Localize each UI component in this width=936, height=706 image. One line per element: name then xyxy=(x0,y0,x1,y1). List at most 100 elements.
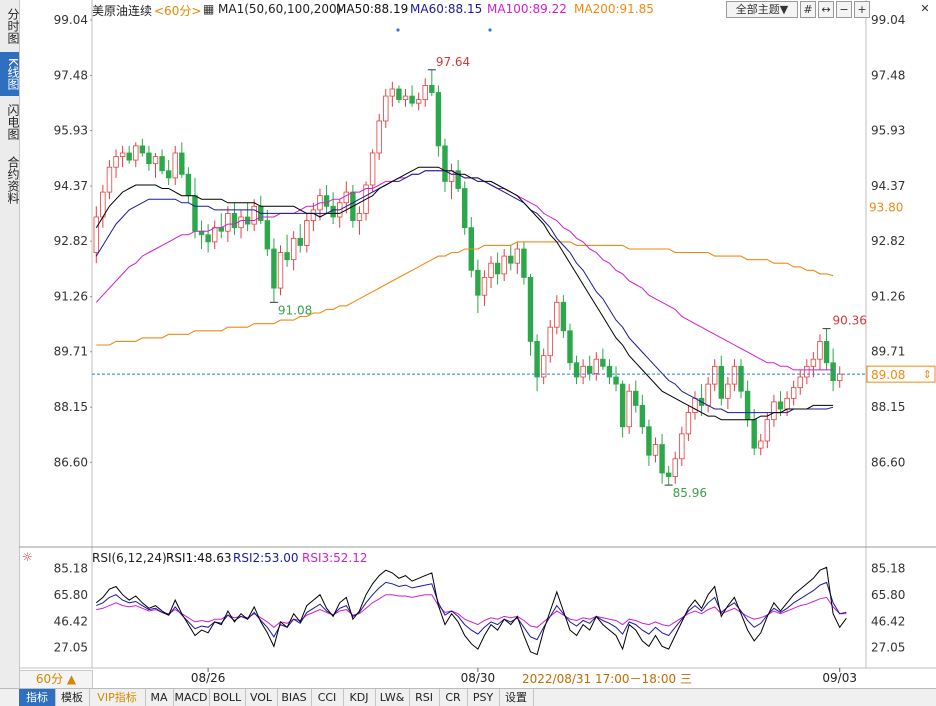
candle xyxy=(185,167,192,203)
candle xyxy=(718,355,724,406)
candle-body xyxy=(323,195,330,207)
indicator-tab[interactable]: CR xyxy=(439,689,468,706)
candle-body xyxy=(238,216,244,229)
candle xyxy=(212,220,218,249)
indicator-tab[interactable]: RSI xyxy=(409,689,440,706)
candle xyxy=(330,192,336,225)
candle xyxy=(606,359,613,385)
candle xyxy=(152,152,159,178)
tab-contract-info[interactable]: 合约资料 xyxy=(6,156,20,204)
candle xyxy=(126,145,132,164)
time-tick-label: 08/30 xyxy=(461,671,496,685)
candle xyxy=(455,160,461,193)
candle xyxy=(192,177,198,239)
candle xyxy=(119,145,126,168)
candle-body xyxy=(573,362,580,378)
candle xyxy=(494,252,501,285)
indicator-tab[interactable]: LW& xyxy=(375,689,410,706)
ma200-line xyxy=(96,241,834,346)
price-tick-left: 89.71 xyxy=(54,345,88,359)
price-tick-right: 86.60 xyxy=(871,455,905,469)
period-button[interactable]: 60分 ▲ xyxy=(19,670,93,689)
candle xyxy=(297,224,303,253)
candle-body xyxy=(304,220,310,246)
candle xyxy=(376,113,382,161)
indicator-tab[interactable]: 设置 xyxy=(499,689,534,706)
candle-body xyxy=(146,152,152,165)
expand-icon[interactable]: ↔ xyxy=(818,1,834,18)
candle xyxy=(804,359,810,385)
candle xyxy=(402,88,409,107)
candle xyxy=(560,295,567,338)
indicator-tab[interactable]: MA xyxy=(145,689,174,706)
candle xyxy=(567,323,573,370)
rsi2-value: RSI2:53.00 xyxy=(233,551,299,565)
candle xyxy=(665,465,672,486)
candle xyxy=(165,160,172,185)
grid-icon[interactable]: # xyxy=(800,1,816,18)
candle-body xyxy=(633,390,639,406)
tab-timeshare[interactable]: 分时图 xyxy=(6,8,20,44)
tab-kline[interactable]: K线图 xyxy=(0,52,20,96)
price-tick-right: 89.71 xyxy=(871,345,905,359)
candle xyxy=(672,451,678,484)
time-tick-label: 08/26 xyxy=(191,671,226,685)
candle xyxy=(100,184,106,228)
ma-params: MA1(50,60,100,200) xyxy=(218,2,342,16)
candle-body xyxy=(330,205,336,218)
candle xyxy=(218,213,224,239)
tab-lightning[interactable]: 闪电图 xyxy=(6,104,20,140)
ma60-value: MA60:88.15 xyxy=(410,2,483,16)
ma-icon: ▦ xyxy=(203,2,215,16)
candle-body xyxy=(705,383,711,406)
price-tick-left: 88.15 xyxy=(54,400,88,414)
indicator-tab[interactable]: BIAS xyxy=(277,689,312,706)
theme-dropdown[interactable]: 全部主题▼ xyxy=(726,1,798,18)
indicator-tab[interactable]: BOLL xyxy=(209,689,246,706)
candle xyxy=(514,241,521,274)
indicator-tab[interactable]: VIP指标 xyxy=(89,689,146,706)
candle xyxy=(488,256,494,289)
candle-body xyxy=(297,237,303,246)
crosshair-date: 2022/08/31 17:00－18:00 三 xyxy=(522,672,692,686)
indicator-tab[interactable]: PSY xyxy=(467,689,500,706)
ma100-value: MA100:89.22 xyxy=(487,2,567,16)
indicator-tab[interactable]: CCI xyxy=(311,689,344,706)
candle-body xyxy=(593,358,599,374)
indicator-tab-bar: 指标 模板 VIP指标 MA MACD BOLL VOL BIAS CCI KDJ LW& RSI CR… xyxy=(0,688,936,706)
candle-body xyxy=(508,255,514,264)
candle-body xyxy=(600,358,606,367)
ma-lines xyxy=(95,166,834,421)
price-tick-left: 95.93 xyxy=(54,124,88,138)
indicator-tab[interactable]: KDJ xyxy=(343,689,376,706)
candle xyxy=(133,142,139,168)
ma200-tag-bg xyxy=(867,198,935,215)
indicator-tab[interactable]: 指标 xyxy=(19,689,56,706)
candle xyxy=(580,359,586,385)
candle-body xyxy=(830,362,836,381)
candle xyxy=(600,348,606,370)
candle-body xyxy=(712,365,718,385)
candle xyxy=(810,352,817,377)
candle xyxy=(790,380,797,406)
candle xyxy=(383,88,389,129)
candle xyxy=(146,145,152,171)
candle xyxy=(468,216,474,278)
candle-body xyxy=(758,440,764,449)
candle-body xyxy=(415,99,422,104)
candle-body xyxy=(179,152,185,175)
candle xyxy=(837,366,843,388)
candle-body xyxy=(152,156,159,165)
indicator-tab[interactable]: 模板 xyxy=(55,689,90,706)
zoom-in-icon[interactable]: + xyxy=(854,1,870,18)
zoom-out-icon[interactable]: − xyxy=(836,1,852,18)
candle-body xyxy=(718,365,724,399)
candle-body xyxy=(462,188,468,229)
rsi-settings-icon[interactable]: ☼ xyxy=(22,550,33,564)
indicator-tab[interactable]: VOL xyxy=(245,689,278,706)
indicator-tab[interactable]: MACD xyxy=(173,689,210,706)
close-icon[interactable]: ✕ xyxy=(920,2,930,15)
candle xyxy=(271,238,277,303)
candle xyxy=(231,202,238,235)
